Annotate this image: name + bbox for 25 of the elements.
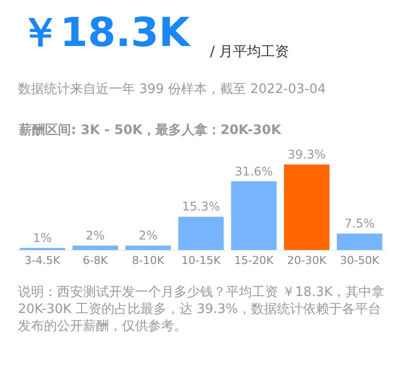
bar [72, 246, 118, 250]
text: 薪酬区间: 3K - 50K，最多人拿：20K-30K [18, 122, 282, 138]
x-tick-label: 6-8K [82, 254, 109, 268]
data-label: 15.3% [182, 200, 220, 214]
bar [231, 181, 277, 250]
chart-subtitle: / 月平均工资 [210, 44, 290, 60]
x-tick-label: 3-4.5K [24, 254, 62, 268]
data-label: 31.6% [234, 164, 273, 178]
x-tick-label: 15-20K [234, 254, 274, 268]
x-tick-label: 10-15K [181, 254, 222, 268]
bar [178, 216, 224, 250]
data-label: 39.3% [288, 148, 326, 162]
chart-title: ￥18.3K [20, 10, 192, 56]
bar [284, 164, 330, 250]
bar [336, 234, 382, 250]
x-tick-label: 8-10K [132, 254, 166, 268]
x-tick-label: 30-50K [340, 254, 380, 268]
data-label: 7.5% [344, 216, 375, 231]
text: 说明：西安测试开发一个月多少钱？平均工资 ￥18.3K，其中拿 20K-30K 工资的占比最多，达 39.3%，数据统计依赖于各平台发布的公开薪酬，仅供参考。 [18, 284, 385, 334]
data-label: 1% [32, 230, 52, 245]
x-tick-label: 20-30K [287, 254, 328, 268]
data-label: 2% [138, 228, 158, 243]
bar [125, 246, 171, 250]
data-label: 2% [86, 228, 105, 243]
text: 数据统计来自近一年 399 份样本，截至 2022-03-04 [18, 82, 326, 97]
